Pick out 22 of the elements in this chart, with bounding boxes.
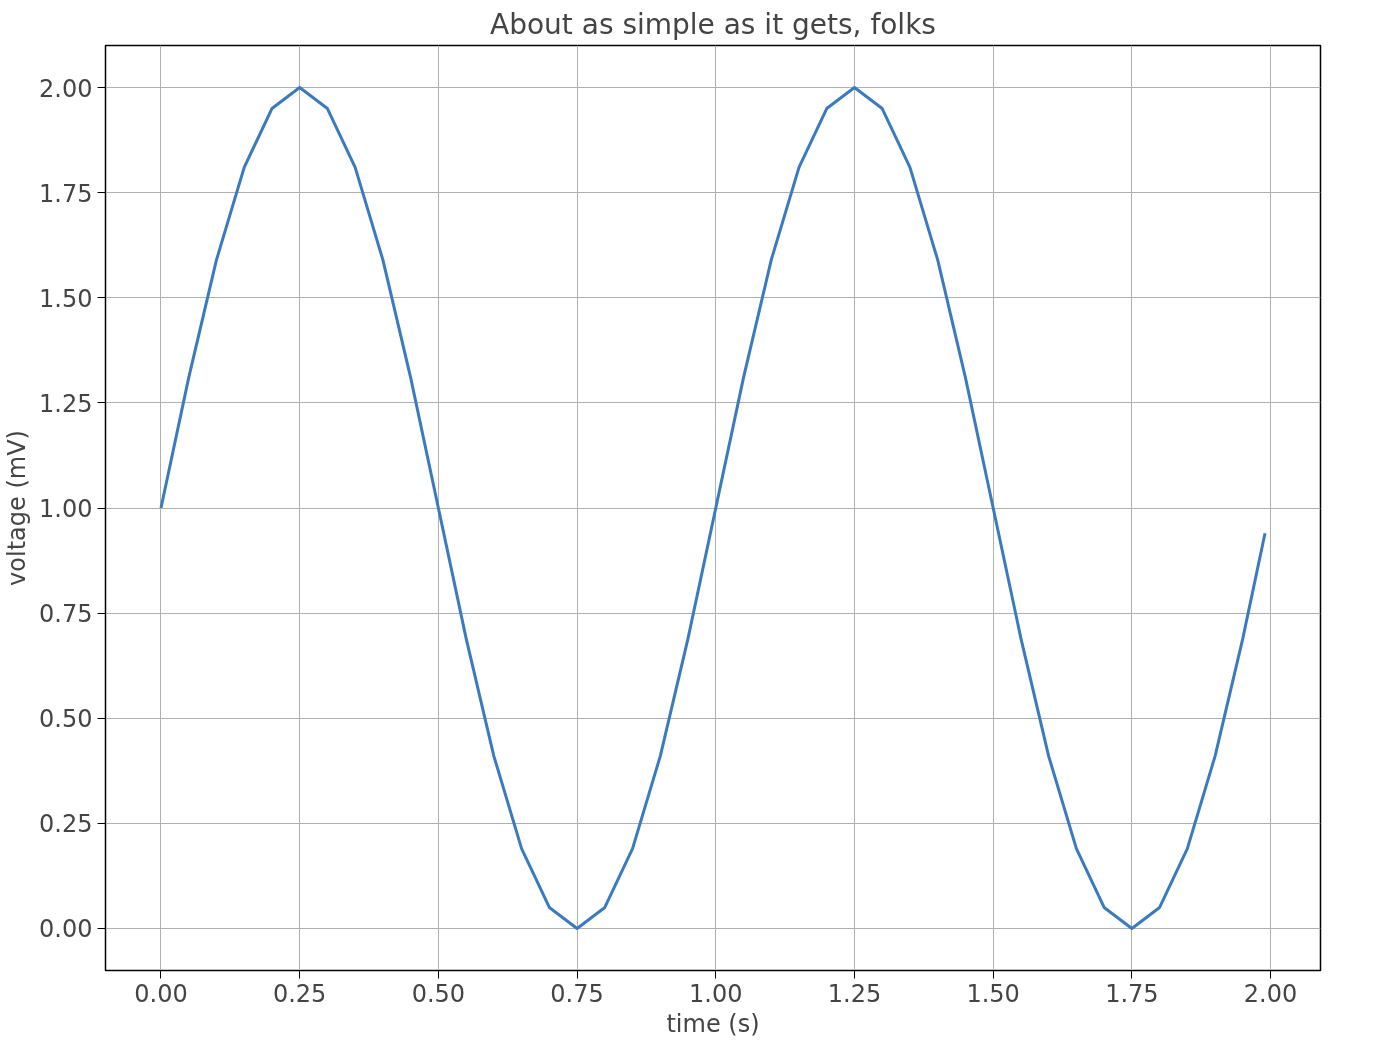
y-tick-label: 0.25 xyxy=(39,810,93,839)
x-tick-label: 0.25 xyxy=(272,979,327,1008)
line-series xyxy=(159,86,1267,930)
y-tick-label: 1.75 xyxy=(39,179,93,208)
y-tick-label: 0.00 xyxy=(39,915,93,944)
y-tick-label: 2.00 xyxy=(39,74,93,103)
y-tick-label: 1.50 xyxy=(39,284,93,313)
y-tick-label: 1.00 xyxy=(39,495,93,523)
y-axis-title: voltage (mV) xyxy=(3,430,32,586)
y-tick-label: 0.50 xyxy=(39,705,93,734)
y-tick-label: 1.25 xyxy=(39,389,93,418)
x-tick-label: 1.25 xyxy=(827,979,882,1008)
x-tick-label: 2.00 xyxy=(1243,979,1298,1008)
y-tick-label: 0.75 xyxy=(39,600,93,629)
x-tick-label: 1.50 xyxy=(966,979,1020,1008)
x-tick-label: 0.75 xyxy=(550,979,604,1008)
chart-title: About as simple as it gets, folks xyxy=(490,7,936,41)
x-axis-title: time (s) xyxy=(666,1009,760,1038)
x-tick-label: 0.00 xyxy=(134,979,188,1008)
x-tick-label: 1.00 xyxy=(689,979,743,1008)
x-tick-label: 0.50 xyxy=(411,979,466,1008)
x-tick-label: 1.75 xyxy=(1105,979,1159,1008)
